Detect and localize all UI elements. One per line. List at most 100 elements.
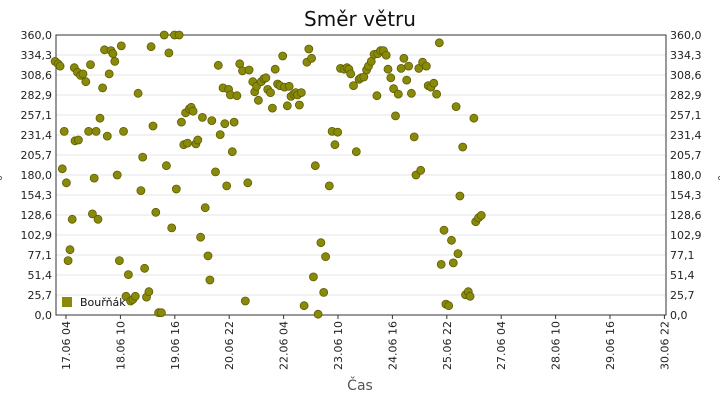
x-tick-label: 20.06 22 bbox=[223, 321, 236, 370]
y-tick-label-right: 77,1 bbox=[670, 249, 695, 262]
y-tick-label: 25,7 bbox=[28, 289, 53, 302]
data-point bbox=[102, 131, 112, 141]
plot-area bbox=[55, 34, 667, 316]
x-tick-label: 30.06 22 bbox=[658, 321, 671, 370]
data-point bbox=[267, 103, 277, 113]
y-tick-label: 102,9 bbox=[21, 229, 53, 242]
data-point bbox=[476, 210, 486, 220]
data-point bbox=[316, 238, 326, 248]
data-point bbox=[144, 287, 154, 297]
data-points bbox=[50, 30, 486, 319]
y-tick-label-right: 257,1 bbox=[670, 109, 702, 122]
legend-label: Bouřňák bbox=[80, 296, 126, 309]
data-point bbox=[203, 251, 213, 261]
data-point bbox=[386, 73, 396, 83]
data-point bbox=[91, 126, 101, 136]
x-tick-label: 27.06 04 bbox=[495, 321, 508, 370]
x-tick-label: 17.06 04 bbox=[60, 321, 73, 370]
y-axis-left: 0,0 25,7 51,4 77,1 102,9 128,6 154,3 180,0 205,7… bbox=[21, 29, 53, 322]
data-point bbox=[383, 64, 393, 74]
data-point bbox=[232, 91, 242, 101]
y-tick-label-right: 25,7 bbox=[670, 289, 695, 302]
data-point bbox=[205, 275, 215, 285]
data-point bbox=[207, 116, 217, 125]
data-point bbox=[346, 69, 356, 79]
data-point bbox=[439, 225, 449, 235]
data-point bbox=[294, 100, 304, 110]
y-axis-label: ° bbox=[0, 175, 12, 182]
y-tick-label: 180,0 bbox=[21, 169, 53, 182]
data-point bbox=[98, 83, 107, 93]
data-point bbox=[140, 263, 150, 273]
data-point bbox=[148, 121, 158, 131]
y-tick-label-right: 282,9 bbox=[670, 89, 702, 102]
data-point bbox=[421, 61, 431, 71]
data-point bbox=[227, 147, 237, 157]
data-point bbox=[229, 117, 239, 127]
data-point bbox=[93, 214, 103, 224]
data-point bbox=[171, 184, 181, 194]
data-point bbox=[119, 126, 128, 136]
data-point bbox=[282, 101, 292, 111]
data-point bbox=[116, 41, 126, 51]
data-point bbox=[372, 91, 382, 101]
x-tick-label: 25.06 22 bbox=[441, 321, 454, 370]
data-point bbox=[63, 256, 73, 266]
data-point bbox=[266, 88, 275, 97]
y-tick-label: 360,0 bbox=[21, 29, 53, 42]
y-tick-label: 205,7 bbox=[21, 149, 53, 162]
data-point bbox=[196, 232, 206, 242]
data-point bbox=[213, 60, 223, 70]
data-point bbox=[197, 113, 207, 122]
data-point bbox=[308, 272, 318, 282]
x-tick-label: 18.06 10 bbox=[114, 321, 127, 370]
data-point bbox=[416, 165, 426, 175]
data-point bbox=[220, 119, 230, 129]
data-point bbox=[84, 126, 93, 136]
data-point bbox=[115, 256, 124, 266]
y-tick-label: 154,3 bbox=[21, 189, 53, 202]
data-point bbox=[448, 258, 458, 268]
data-point bbox=[333, 127, 343, 137]
data-point bbox=[270, 64, 280, 74]
y-tick-label: 257,1 bbox=[21, 109, 53, 122]
data-point bbox=[161, 161, 171, 171]
x-tick-label: 23.06 10 bbox=[332, 321, 345, 370]
data-point bbox=[244, 65, 254, 75]
data-point bbox=[57, 164, 67, 174]
data-point bbox=[188, 106, 198, 116]
y-tick-label: 308,6 bbox=[21, 69, 53, 82]
y-tick-label-right: 51,4 bbox=[670, 269, 695, 282]
x-tick-label: 29.06 16 bbox=[604, 321, 617, 370]
data-point bbox=[62, 178, 71, 188]
data-point bbox=[89, 173, 99, 183]
data-point bbox=[59, 126, 69, 136]
data-point bbox=[138, 152, 148, 162]
y-tick-label-right: 360,0 bbox=[670, 29, 702, 42]
data-point bbox=[151, 207, 161, 217]
data-point bbox=[81, 77, 91, 87]
data-point bbox=[381, 50, 391, 60]
data-point bbox=[130, 291, 140, 301]
data-point bbox=[146, 42, 156, 52]
data-point bbox=[74, 135, 83, 145]
data-point bbox=[299, 301, 309, 311]
data-point bbox=[436, 259, 446, 269]
data-point bbox=[409, 132, 419, 142]
data-point bbox=[351, 147, 361, 157]
data-point bbox=[95, 113, 105, 123]
data-point bbox=[432, 89, 442, 99]
legend: Bouřňák bbox=[62, 296, 126, 309]
data-point bbox=[112, 170, 122, 180]
data-point bbox=[391, 111, 400, 121]
y-tick-label-right: 102,9 bbox=[670, 229, 702, 242]
data-point bbox=[261, 73, 271, 83]
data-point bbox=[444, 301, 454, 311]
y-tick-label-right: 231,4 bbox=[670, 129, 702, 142]
data-point bbox=[453, 249, 463, 259]
data-point bbox=[284, 81, 294, 91]
data-point bbox=[402, 75, 412, 85]
data-point bbox=[110, 57, 120, 66]
data-point bbox=[253, 95, 263, 105]
